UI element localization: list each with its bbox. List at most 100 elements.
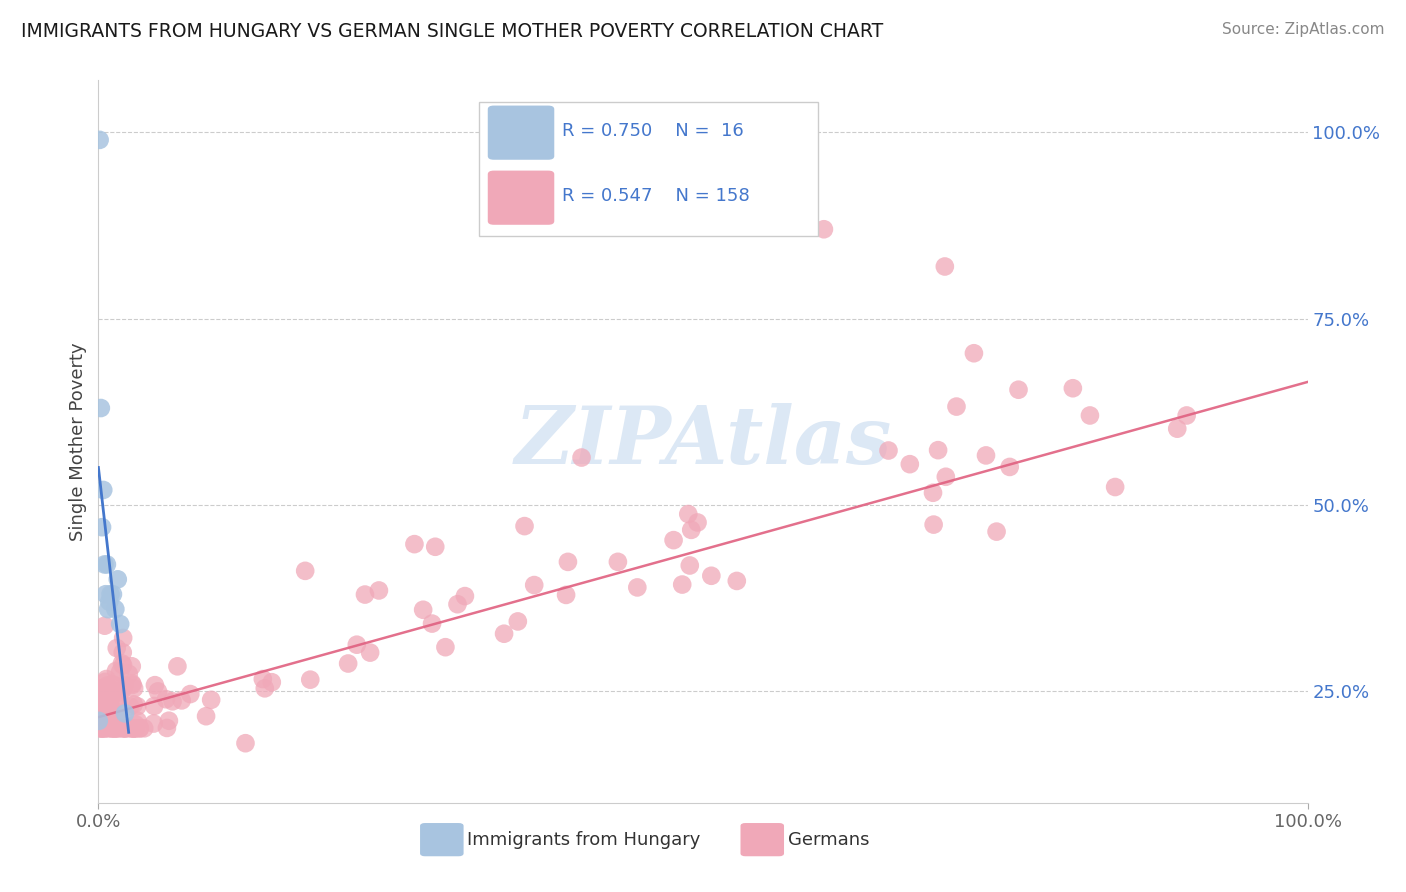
Point bbox=[97, 702, 120, 716]
Point bbox=[523, 578, 546, 592]
Point bbox=[1078, 409, 1101, 423]
Point bbox=[94, 681, 117, 695]
Point bbox=[124, 721, 146, 735]
Point bbox=[877, 443, 900, 458]
Point bbox=[90, 401, 112, 415]
Text: IMMIGRANTS FROM HUNGARY VS GERMAN SINGLE MOTHER POVERTY CORRELATION CHART: IMMIGRANTS FROM HUNGARY VS GERMAN SINGLE… bbox=[21, 22, 883, 41]
Point bbox=[96, 691, 118, 706]
Point bbox=[170, 693, 193, 707]
Point bbox=[103, 721, 125, 735]
Point bbox=[103, 721, 125, 735]
Point bbox=[434, 640, 457, 655]
FancyBboxPatch shape bbox=[479, 102, 818, 235]
Point bbox=[98, 685, 121, 699]
Point bbox=[813, 222, 835, 236]
Point bbox=[94, 721, 117, 735]
Point bbox=[90, 693, 112, 707]
Point bbox=[134, 721, 156, 735]
Point bbox=[104, 721, 127, 735]
Point bbox=[454, 589, 477, 603]
Point bbox=[97, 711, 120, 725]
Point bbox=[253, 681, 276, 696]
Point bbox=[93, 721, 115, 735]
Point bbox=[96, 672, 118, 686]
Point bbox=[101, 678, 124, 692]
Point bbox=[678, 507, 700, 521]
Point bbox=[111, 721, 134, 735]
Point bbox=[105, 641, 128, 656]
Point bbox=[108, 665, 131, 679]
Point bbox=[91, 483, 114, 497]
Point bbox=[155, 692, 177, 706]
Point bbox=[606, 555, 628, 569]
Point bbox=[93, 618, 115, 632]
Point bbox=[122, 721, 145, 735]
Point bbox=[107, 572, 129, 586]
Point bbox=[118, 666, 141, 681]
Point bbox=[252, 672, 274, 686]
Point bbox=[156, 721, 179, 735]
FancyBboxPatch shape bbox=[488, 170, 554, 225]
Point bbox=[101, 721, 124, 735]
Point bbox=[94, 587, 117, 601]
Point bbox=[368, 583, 391, 598]
Point bbox=[97, 710, 120, 724]
Text: ZIPAtlas: ZIPAtlas bbox=[515, 403, 891, 480]
Point bbox=[945, 400, 967, 414]
Point bbox=[97, 700, 120, 714]
Point bbox=[110, 685, 132, 699]
Text: Source: ZipAtlas.com: Source: ZipAtlas.com bbox=[1222, 22, 1385, 37]
Point bbox=[127, 699, 149, 714]
Point bbox=[986, 524, 1008, 539]
Point bbox=[94, 685, 117, 699]
Point bbox=[105, 692, 128, 706]
Point bbox=[96, 678, 118, 692]
Point bbox=[114, 706, 136, 721]
Point bbox=[127, 714, 149, 728]
Point bbox=[107, 721, 129, 735]
Point bbox=[157, 714, 180, 728]
Point bbox=[120, 721, 142, 735]
Point bbox=[91, 520, 114, 534]
Point bbox=[1007, 383, 1029, 397]
Point bbox=[446, 597, 468, 611]
Point bbox=[90, 714, 112, 729]
Point bbox=[506, 615, 529, 629]
Point bbox=[124, 721, 146, 735]
Point bbox=[120, 721, 142, 735]
Point bbox=[115, 721, 138, 735]
Point bbox=[555, 588, 578, 602]
Point bbox=[121, 659, 143, 673]
Point bbox=[97, 713, 120, 727]
Point bbox=[105, 710, 128, 724]
Point bbox=[974, 449, 997, 463]
Point bbox=[94, 721, 117, 735]
Point bbox=[898, 457, 921, 471]
Point bbox=[111, 721, 134, 735]
Point bbox=[107, 720, 129, 734]
Point bbox=[104, 602, 127, 616]
Point bbox=[90, 711, 112, 725]
Point bbox=[97, 602, 120, 616]
Point bbox=[101, 677, 124, 691]
Point bbox=[100, 721, 122, 735]
Point bbox=[337, 657, 360, 671]
Point bbox=[89, 133, 111, 147]
Point bbox=[412, 603, 434, 617]
Point bbox=[166, 659, 188, 673]
Point bbox=[90, 681, 112, 696]
Point bbox=[120, 699, 142, 714]
Point bbox=[111, 645, 134, 659]
Point bbox=[1166, 422, 1188, 436]
Point bbox=[108, 617, 131, 632]
Point bbox=[404, 537, 426, 551]
Point bbox=[1104, 480, 1126, 494]
Point bbox=[105, 707, 128, 722]
Point bbox=[94, 698, 117, 712]
Point bbox=[101, 685, 124, 699]
Point bbox=[143, 678, 166, 692]
Point bbox=[963, 346, 986, 360]
Point bbox=[195, 709, 218, 723]
Point bbox=[420, 616, 443, 631]
Point bbox=[100, 587, 122, 601]
